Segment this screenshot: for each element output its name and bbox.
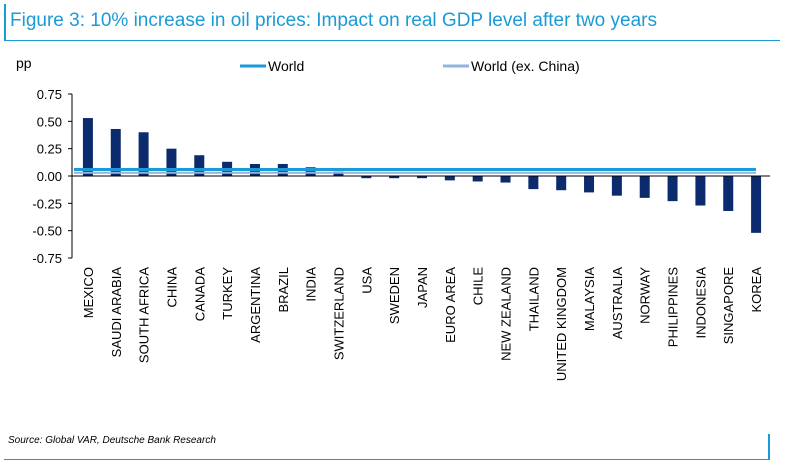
category-label: BRAZIL (276, 267, 291, 313)
category-label: TURKEY (220, 267, 235, 320)
bar-canada (194, 155, 205, 176)
y-tick-label: 0.50 (37, 114, 62, 129)
y-tick-label: -0.50 (32, 224, 62, 239)
category-label: NORWAY (638, 267, 653, 324)
legend-label-world: World (268, 58, 304, 74)
category-label: CANADA (192, 267, 207, 322)
bar-euro-area (444, 176, 455, 181)
category-label: AUSTRALIA (610, 267, 625, 340)
bar-indonesia (695, 176, 706, 206)
category-label: UNITED KINGDOM (554, 267, 569, 381)
legend-label-world-ex-china: World (ex. China) (471, 58, 580, 74)
bar-thailand (528, 176, 539, 190)
bar-mexico (82, 118, 93, 176)
bar-sweden (389, 176, 400, 179)
category-label: NEW ZEALAND (499, 267, 514, 361)
y-axis-ticks: 0.75 0.50 0.25 0.00 -0.25 -0.50 -0.75 (32, 87, 72, 266)
bar-australia (611, 176, 622, 196)
bar-india (305, 167, 316, 176)
category-label: ARGENTINA (248, 267, 263, 343)
y-tick-label: -0.25 (32, 196, 62, 211)
bar-south-africa (138, 132, 149, 176)
bar-united-kingdom (556, 176, 567, 191)
bar-saudi-arabia (110, 128, 121, 176)
bar-norway (639, 176, 650, 198)
category-label: CHINA (164, 267, 179, 308)
bar-singapore (723, 176, 734, 211)
y-tick-label: 0.25 (37, 142, 62, 157)
bar-malaysia (584, 176, 595, 193)
bar-chile (472, 176, 483, 182)
category-label: THAILAND (526, 267, 541, 331)
category-label: SWEDEN (387, 267, 402, 324)
y-tick-label: 0.75 (37, 87, 62, 102)
category-label: MALAYSIA (582, 267, 597, 331)
reference-lines (74, 167, 756, 174)
bar-switzerland (333, 171, 344, 176)
category-label: PHILIPPINES (666, 267, 681, 348)
category-label: CHILE (471, 267, 486, 306)
category-label: KOREA (749, 267, 764, 313)
y-tick-label: -0.75 (32, 251, 62, 266)
y-tick-label: 0.00 (37, 169, 62, 184)
bar-philippines (667, 176, 678, 202)
category-label: SAUDI ARABIA (109, 267, 124, 358)
title-divider (4, 40, 780, 41)
category-label: SWITZERLAND (331, 267, 346, 360)
legend: World World (ex. China) (240, 58, 580, 74)
category-label: JAPAN (415, 267, 430, 308)
category-label: INDIA (304, 267, 319, 302)
bar-korea (751, 176, 762, 233)
chart-title: Figure 3: 10% increase in oil prices: Im… (10, 10, 657, 31)
title-accent-bar (4, 4, 6, 40)
bars (82, 118, 762, 233)
bar-usa (361, 176, 372, 179)
bar-new-zealand (500, 176, 511, 183)
category-labels: MEXICO SAUDI ARABIA SOUTH AFRICA CHINA CANAD… (81, 267, 764, 381)
footer-divider (4, 459, 770, 460)
category-label: EURO AREA (443, 267, 458, 343)
category-label: USA (359, 267, 374, 294)
category-label: SINGAPORE (721, 267, 736, 345)
category-label: MEXICO (81, 267, 96, 318)
bar-china (166, 148, 177, 176)
category-label: SOUTH AFRICA (137, 267, 152, 363)
bar-japan (417, 176, 427, 179)
footer-accent-bar (768, 434, 770, 460)
source-note: Source: Global VAR, Deutsche Bank Resear… (8, 435, 216, 446)
category-label: INDONESIA (693, 267, 708, 339)
y-unit-label: pp (16, 55, 32, 71)
